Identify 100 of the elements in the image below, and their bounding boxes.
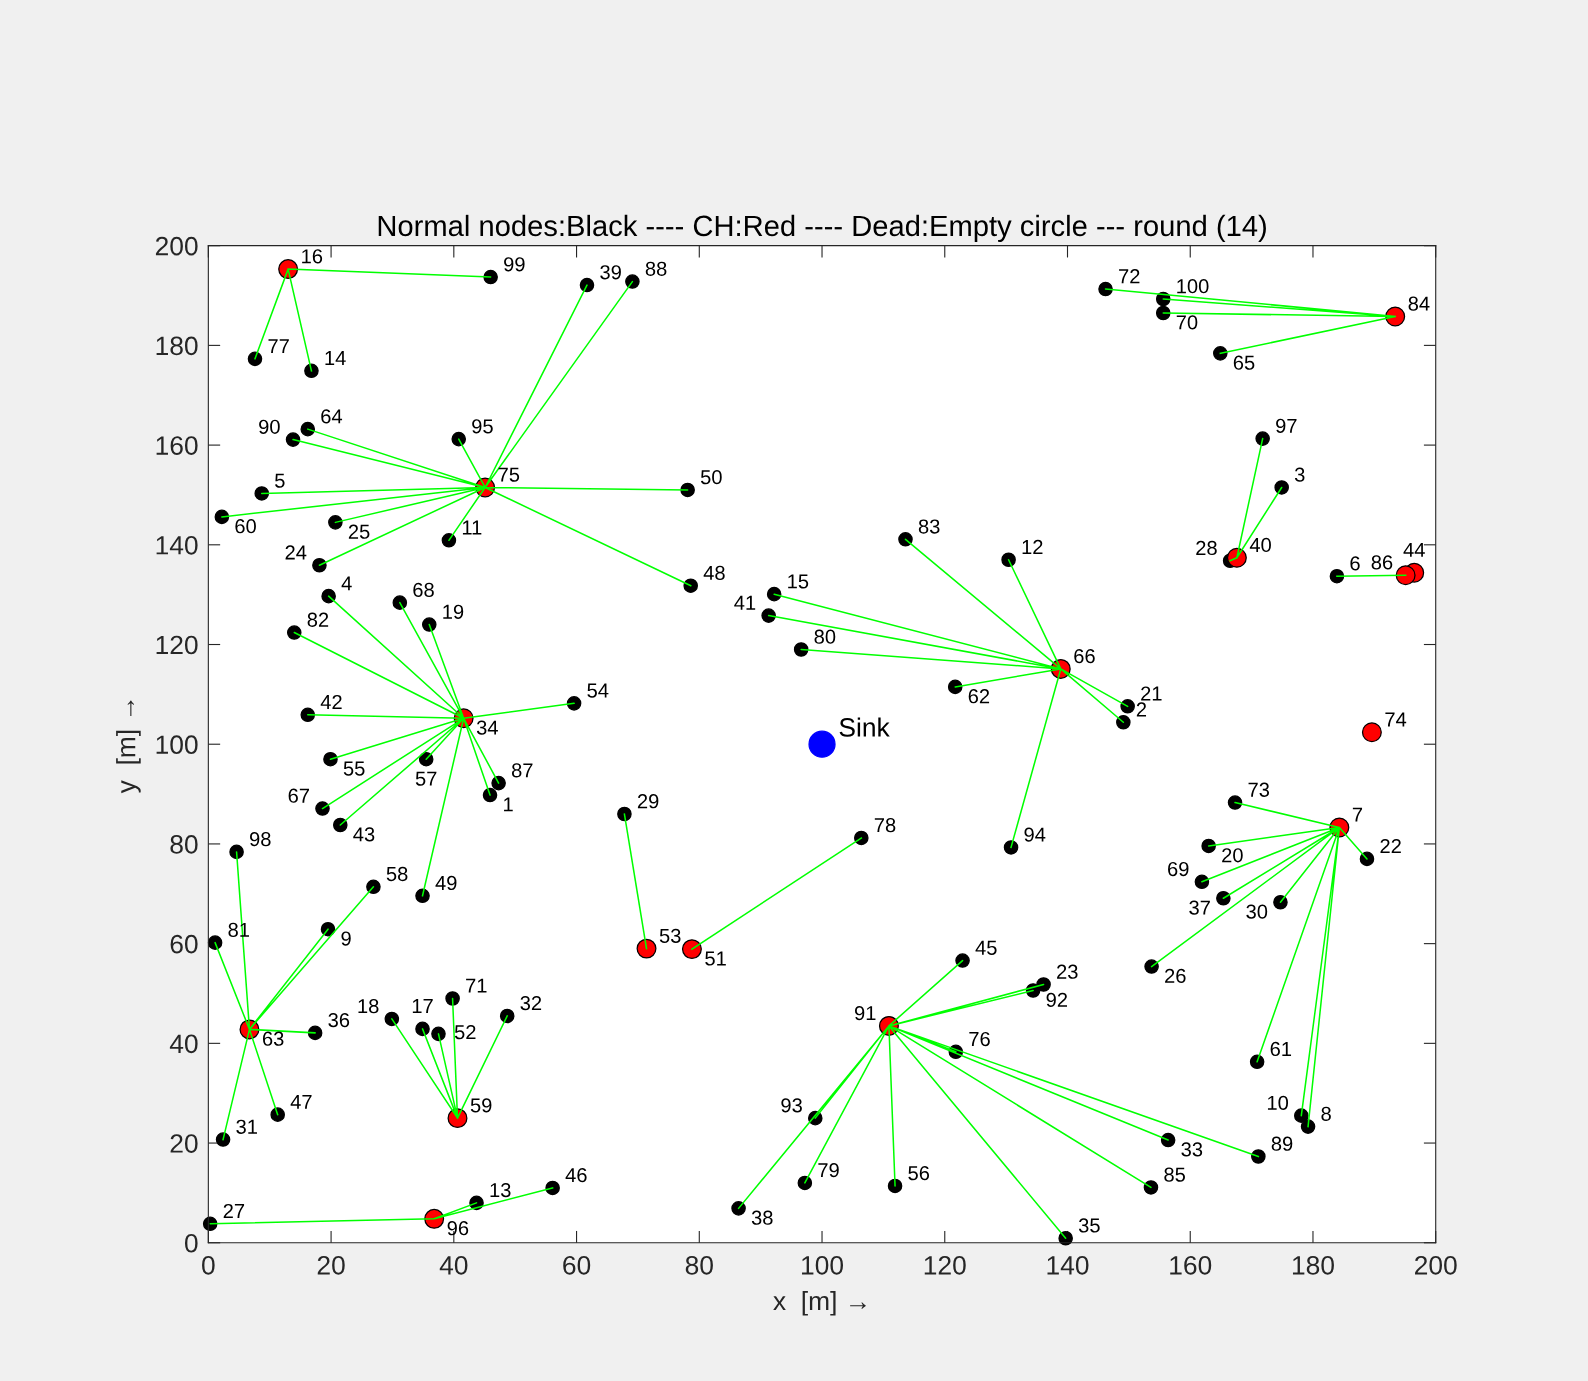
- annotation: 35: [1078, 1218, 1100, 1233]
- annotation: 41: [734, 595, 756, 610]
- y-tick-label: 180: [156, 336, 198, 356]
- annotation: 25: [348, 524, 370, 539]
- x-tick-label: 80: [685, 1255, 713, 1275]
- point: [636, 938, 657, 959]
- y-tick-label: 100: [156, 735, 198, 755]
- annotation: 88: [645, 261, 667, 276]
- annotation: 55: [343, 761, 365, 776]
- annotation: 6: [1350, 556, 1360, 571]
- annotation: 1: [504, 797, 513, 812]
- annotation: 38: [751, 1210, 773, 1225]
- y-tick-label: 0: [184, 1233, 198, 1253]
- annotation: 68: [413, 582, 434, 597]
- annotation: 93: [781, 1098, 802, 1113]
- annotation: 54: [587, 683, 609, 698]
- annotation: 22: [1380, 838, 1401, 854]
- annotation: 65: [1233, 355, 1255, 370]
- annotation: 32: [520, 995, 542, 1011]
- y-tick-label: 40: [169, 1034, 198, 1054]
- y-tick-label: 120: [156, 635, 198, 655]
- annotation: 20: [1222, 848, 1243, 863]
- annotation: 75: [498, 467, 520, 482]
- annotation: 64: [321, 409, 343, 424]
- annotation: 5: [275, 473, 285, 488]
- annotation: 10: [1267, 1095, 1289, 1110]
- annotation: 51: [705, 951, 726, 966]
- annotation: 97: [1276, 418, 1297, 433]
- x-tick-label: 100: [802, 1255, 844, 1275]
- annotation: 76: [969, 1031, 990, 1047]
- annotation: 99: [504, 257, 525, 272]
- point: [808, 730, 836, 758]
- annotation: 79: [818, 1163, 839, 1178]
- annotation: 61: [1270, 1041, 1292, 1057]
- annotation: 39: [600, 265, 621, 280]
- annotation: 13: [490, 1182, 511, 1198]
- annotation: 77: [268, 339, 289, 353]
- annotation: 57: [415, 771, 437, 786]
- annotation: 8: [1321, 1106, 1331, 1121]
- annotation: 50: [700, 470, 722, 485]
- annotation: 60: [235, 519, 256, 534]
- annotation: 27: [223, 1203, 245, 1218]
- annotation: 9: [341, 931, 351, 946]
- annotation: 84: [1408, 296, 1430, 311]
- x-tick-label: 200: [1415, 1255, 1457, 1275]
- annotation: 62: [968, 689, 990, 704]
- x-tick-label: 0: [202, 1255, 215, 1275]
- annotation: 3: [1294, 467, 1305, 482]
- point: [1361, 722, 1382, 743]
- x-tick-label: 140: [1047, 1255, 1089, 1275]
- annotation: 67: [288, 788, 309, 803]
- annotation: 80: [814, 629, 836, 644]
- annotation: 24: [285, 545, 307, 560]
- annotation: 85: [1164, 1167, 1185, 1182]
- chart-title: Normal nodes:Black ---- CH:Red ---- Dead:Empty circle --- round (14): [378, 214, 1266, 243]
- annotation: 66: [1074, 649, 1095, 664]
- y-axis-title: y [m] →: [116, 700, 141, 794]
- annotation: 33: [1181, 1142, 1203, 1157]
- annotation: 78: [874, 818, 896, 833]
- annotation: 46: [565, 1167, 587, 1183]
- annotation: 71: [466, 978, 487, 993]
- x-tick-label: 20: [317, 1255, 345, 1275]
- annotation: 28: [1196, 540, 1217, 556]
- annotation: 100: [1177, 279, 1209, 294]
- annotation: 56: [908, 1166, 930, 1181]
- annotation: 96: [447, 1221, 469, 1236]
- x-tick-label: 160: [1170, 1255, 1212, 1275]
- annotation: 29: [637, 794, 659, 809]
- annotation: 74: [1385, 712, 1407, 727]
- annotation: 16: [302, 249, 323, 264]
- annotation: 72: [1119, 269, 1140, 284]
- point: [1395, 565, 1416, 586]
- annotation: 2: [1136, 702, 1147, 717]
- annotation: 40: [1249, 537, 1271, 553]
- y-tick-label: 60: [170, 934, 198, 954]
- y-tick-label: 80: [170, 835, 198, 854]
- annotation: 34: [476, 720, 498, 735]
- annotation: 45: [975, 940, 997, 955]
- annotation: 48: [703, 565, 725, 581]
- annotation: 17: [412, 999, 433, 1013]
- annotation: 42: [320, 694, 342, 709]
- annotation: 47: [290, 1094, 312, 1109]
- annotation: 31: [236, 1119, 257, 1134]
- annotation: 52: [454, 1025, 476, 1040]
- annotation: 73: [1248, 782, 1270, 797]
- annotation: 44: [1403, 542, 1425, 557]
- y-tick-label: 20: [170, 1134, 198, 1153]
- y-tick-label: 200: [155, 236, 198, 256]
- annotation: 83: [918, 519, 940, 534]
- annotation: 36: [328, 1012, 350, 1028]
- annotation: 12: [1022, 539, 1043, 554]
- annotation: 53: [659, 928, 681, 943]
- annotation: 91: [854, 1005, 876, 1021]
- annotation: 59: [470, 1098, 492, 1113]
- annotation: 4: [341, 576, 352, 591]
- annotation: 89: [1271, 1136, 1293, 1151]
- annotation: 37: [1189, 900, 1210, 915]
- annotation: 95: [472, 419, 493, 434]
- point: [681, 939, 702, 960]
- annotation: 21: [1141, 686, 1162, 701]
